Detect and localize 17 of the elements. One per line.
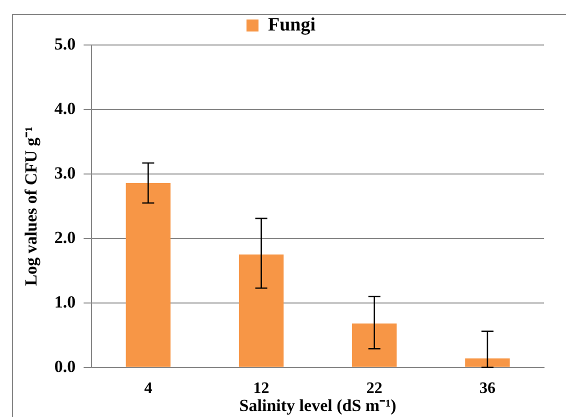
y-tick-label: 3.0 [54,163,76,182]
bar [465,358,510,367]
x-tick-label: 22 [366,380,382,398]
x-axis-title: Salinity level (dS m⁻¹) [239,396,396,416]
y-tick-label: 4.0 [54,98,76,118]
bar [352,324,397,367]
y-tick-label: 1.0 [54,292,76,312]
y-axis-title: Log values of CFU g⁻¹ [22,126,41,286]
x-tick-label: 12 [253,380,270,398]
x-tick-label: 4 [144,380,152,398]
y-tick-label: 0.0 [54,356,76,376]
legend-label: Fungi [268,14,316,36]
y-tick-label: 5.0 [54,34,76,54]
x-tick-label: 36 [479,380,496,398]
y-tick-label: 2.0 [54,228,76,247]
bar [126,182,171,367]
bar [238,254,284,367]
